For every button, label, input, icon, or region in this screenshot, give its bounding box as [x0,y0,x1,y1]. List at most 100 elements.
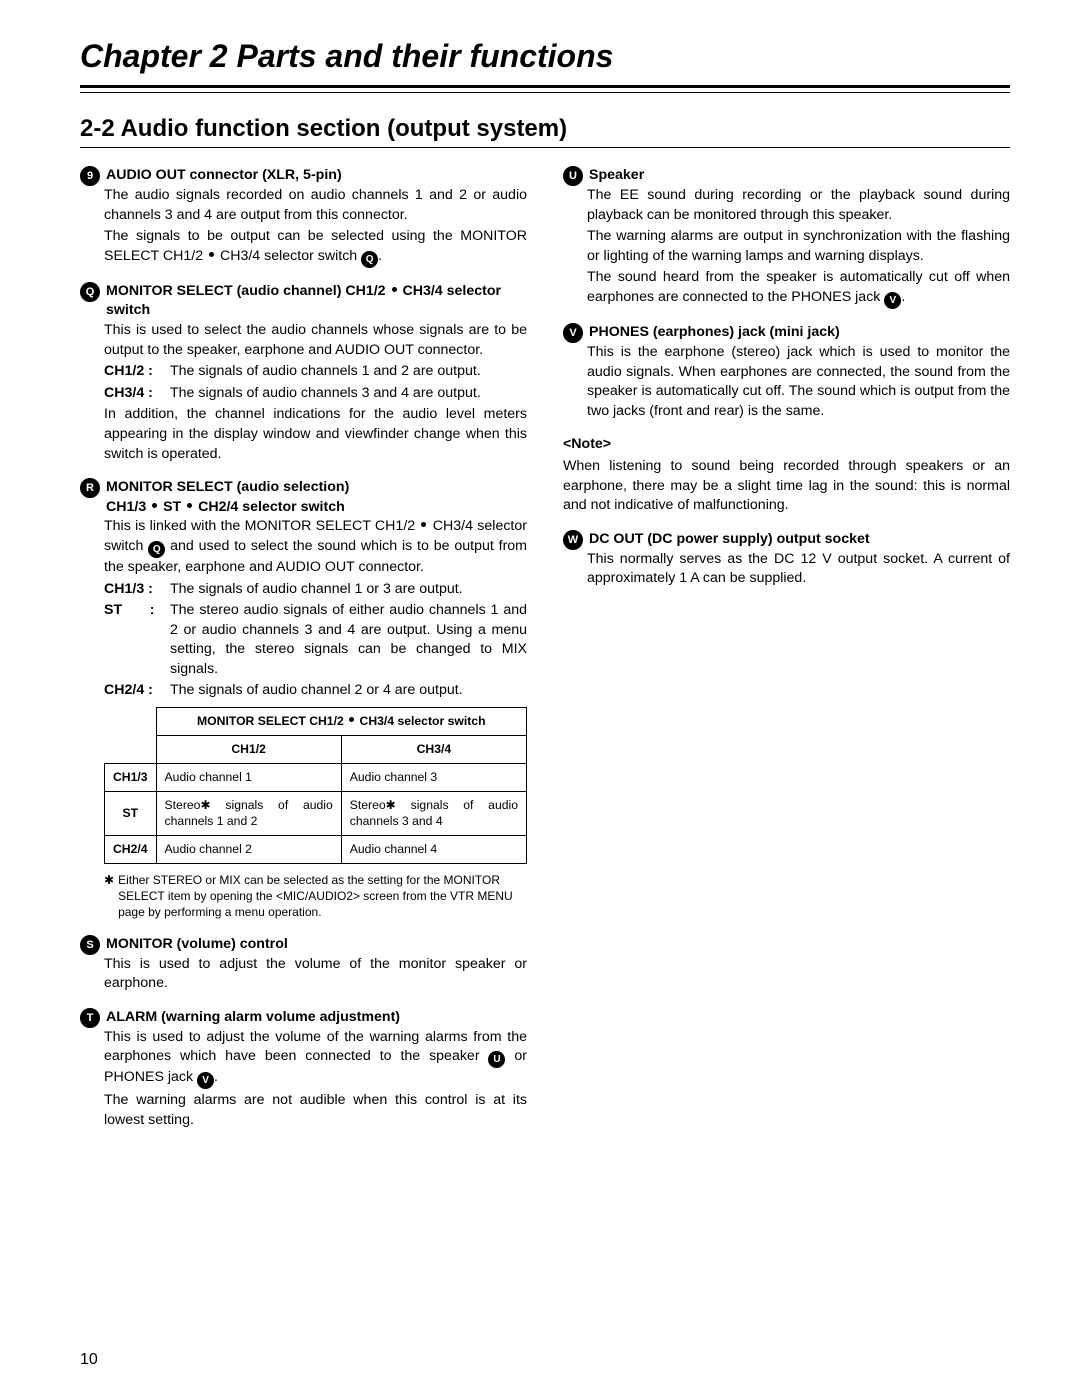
ref-10-icon: Q [148,541,165,558]
item-11-stv: The stereo audio signals of either audio… [170,601,527,679]
dot-icon [349,717,354,722]
selector-table: MONITOR SELECT CH1/2 CH3/4 selector swit… [104,707,527,864]
item-12-head: MONITOR (volume) control [106,935,288,955]
ref-15-icon: V [197,1072,214,1089]
item-16: W DC OUT (DC power supply) output socket… [563,530,1010,589]
item-11-ch13v: The signals of audio channel 1 or 3 are … [170,580,527,600]
item-10-ch12k: CH1/2 : [104,362,170,382]
item-9-p2: The signals to be output can be selected… [104,227,527,268]
right-column: U Speaker The EE sound during recording … [563,166,1010,1145]
section-rule [80,147,1010,148]
table-h-c1: CH1/2 [156,735,341,763]
item-10-head1: MONITOR SELECT (audio channel) CH1/2 [106,283,390,299]
item-13-p1a: This is used to adjust the volume of the… [104,1029,527,1065]
item-10-p1: This is used to select the audio channel… [104,321,527,360]
table-r3c2: Audio channel 4 [341,836,526,864]
bullet-11-icon: R [80,478,100,498]
chapter-title: Chapter 2 Parts and their functions [80,38,1010,75]
table-r1c1: Audio channel 1 [156,763,341,791]
item-12-p1: This is used to adjust the volume of the… [104,955,527,994]
page: Chapter 2 Parts and their functions 2-2 … [0,0,1080,1399]
bullet-10-icon: Q [80,282,100,302]
item-10-head: MONITOR SELECT (audio channel) CH1/2 CH3… [106,282,527,321]
bullet-14-icon: U [563,166,583,186]
item-11-stk: ST : [104,601,170,679]
item-9-p2b: CH3/4 selector switch [216,248,361,264]
item-10-ch12v: The signals of audio channels 1 and 2 ar… [170,362,527,382]
item-11: R MONITOR SELECT (audio selection) CH1/3… [80,478,527,920]
footnote-text: Either STEREO or MIX can be selected as … [118,872,527,921]
dot-icon [392,287,397,292]
item-11-head-text: MONITOR SELECT (audio selection) [106,479,349,495]
footnote-star: ✱ [104,872,114,921]
item-11-sub1: CH1/3 [106,499,150,515]
note-p1: When listening to sound being recorded t… [563,457,1010,516]
item-9-head: AUDIO OUT connector (XLR, 5-pin) [106,166,342,186]
item-11-ch24v: The signals of audio channel 2 or 4 are … [170,681,527,701]
section-title: 2-2 Audio function section (output syste… [80,115,1010,143]
left-column: 9 AUDIO OUT connector (XLR, 5-pin) The a… [80,166,527,1145]
item-16-head: DC OUT (DC power supply) output socket [589,530,870,550]
item-10-p2: In addition, the channel indications for… [104,405,527,464]
item-11-ch24k: CH2/4 : [104,681,170,701]
item-14-p2: The warning alarms are output in synchro… [587,227,1010,266]
item-10-ch34k: CH3/4 : [104,384,170,404]
dot-icon [152,503,157,508]
item-11-p1c: and used to select the sound which is to… [104,538,527,575]
dot-icon [187,503,192,508]
item-15-head: PHONES (earphones) jack (mini jack) [589,323,840,343]
item-16-p1: This normally serves as the DC 12 V outp… [587,550,1010,589]
item-9-p1: The audio signals recorded on audio chan… [104,186,527,225]
item-11-p1a: This is linked with the MONITOR SELECT C… [104,518,419,534]
table-h-c2: CH3/4 [341,735,526,763]
table-r1: CH1/3 [105,763,157,791]
bullet-16-icon: W [563,530,583,550]
item-11-sub3: CH2/4 selector switch [194,499,345,515]
columns: 9 AUDIO OUT connector (XLR, 5-pin) The a… [80,166,1010,1145]
bullet-13-icon: T [80,1008,100,1028]
ref-10-icon: Q [361,251,378,268]
note-head: <Note> [563,435,1010,455]
bullet-15-icon: V [563,323,583,343]
item-13: T ALARM (warning alarm volume adjustment… [80,1008,527,1131]
table-r2c2: Stereo✱ signals of audio channels 3 and … [341,791,526,836]
item-12: S MONITOR (volume) control This is used … [80,935,527,994]
dot-icon [209,252,214,257]
item-14-p1: The EE sound during recording or the pla… [587,186,1010,225]
item-13-p2: The warning alarms are not audible when … [104,1091,527,1130]
item-11-p1: This is linked with the MONITOR SELECT C… [104,517,527,577]
bullet-9-icon: 9 [80,166,100,186]
item-11-sub2: ST [159,499,185,515]
item-14-p3: The sound heard from the speaker is auto… [587,268,1010,309]
item-14: U Speaker The EE sound during recording … [563,166,1010,309]
item-15-p1: This is the earphone (stereo) jack which… [587,343,1010,421]
item-9-p2c: . [378,248,382,264]
item-13-p1: This is used to adjust the volume of the… [104,1028,527,1090]
table-footnote: ✱ Either STEREO or MIX can be selected a… [104,872,527,921]
ref-15-icon: V [884,292,901,309]
table-top-header: MONITOR SELECT CH1/2 CH3/4 selector swit… [156,708,526,736]
item-14-p3a: The sound heard from the speaker is auto… [587,269,1010,305]
item-11-head: MONITOR SELECT (audio selection) CH1/3 S… [106,478,349,517]
note-block: <Note> When listening to sound being rec… [563,435,1010,515]
item-10-ch34v: The signals of audio channels 3 and 4 ar… [170,384,527,404]
table-top2: CH3/4 selector switch [356,714,485,728]
bullet-12-icon: S [80,935,100,955]
item-11-ch13k: CH1/3 : [104,580,170,600]
table-top1: MONITOR SELECT CH1/2 [197,714,347,728]
table-r3c1: Audio channel 2 [156,836,341,864]
ref-14-icon: U [488,1051,505,1068]
item-14-head: Speaker [589,166,644,186]
item-13-p1c: . [214,1069,218,1085]
table-r2: ST [105,791,157,836]
chapter-rule [80,85,1010,93]
item-14-p3b: . [901,289,905,305]
item-10: Q MONITOR SELECT (audio channel) CH1/2 C… [80,282,527,464]
table-r2c1: Stereo✱ signals of audio channels 1 and … [156,791,341,836]
item-13-head: ALARM (warning alarm volume adjustment) [106,1008,400,1028]
page-number: 10 [80,1351,98,1369]
item-15: V PHONES (earphones) jack (mini jack) Th… [563,323,1010,421]
item-9: 9 AUDIO OUT connector (XLR, 5-pin) The a… [80,166,527,268]
table-r1c2: Audio channel 3 [341,763,526,791]
dot-icon [421,522,426,527]
